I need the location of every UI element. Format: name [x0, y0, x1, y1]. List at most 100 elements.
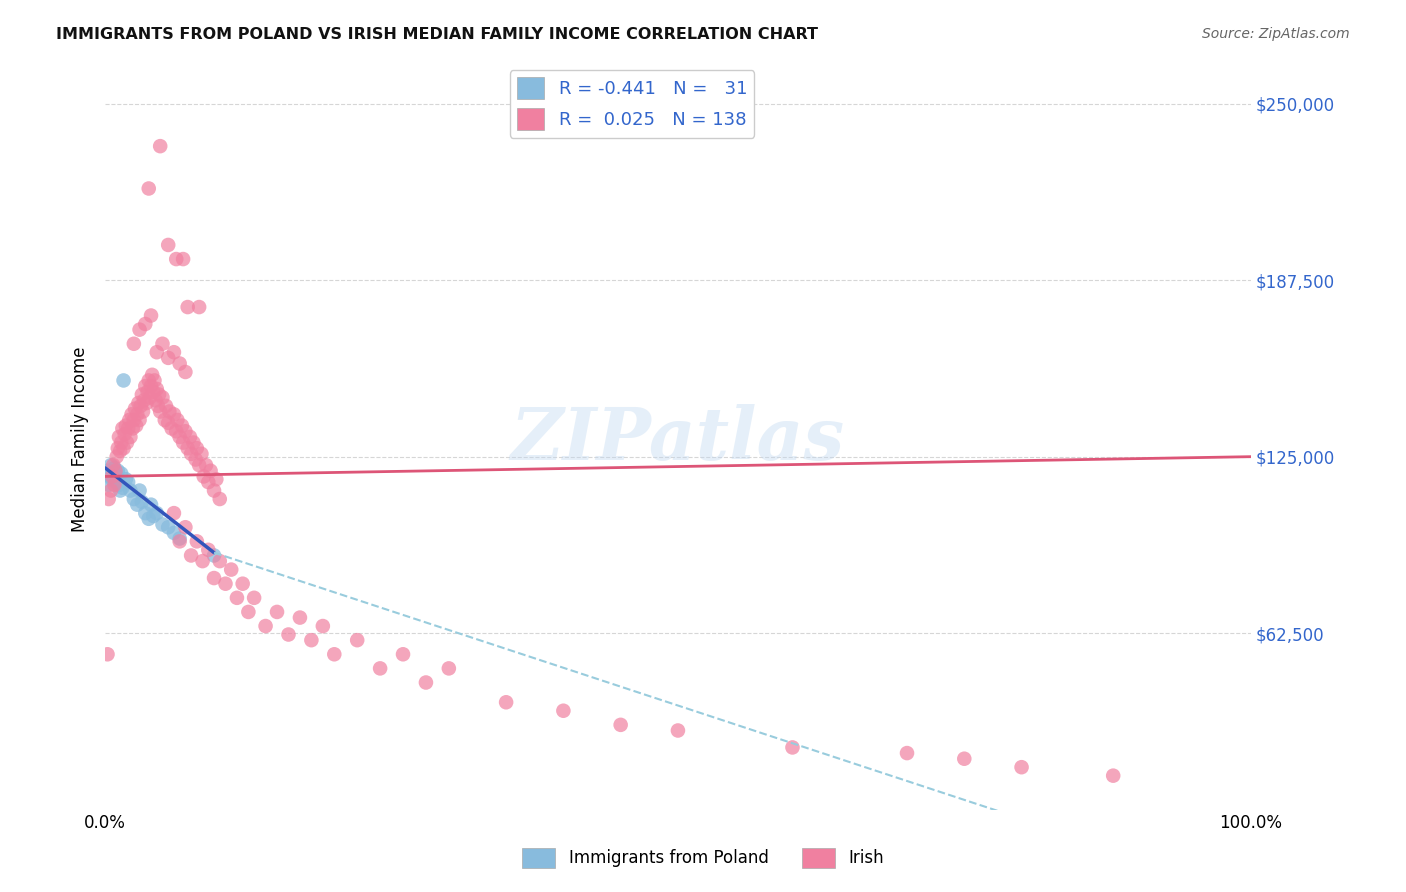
Point: [392, 647, 415, 661]
Point: [122, 336, 145, 351]
Point: [195, 458, 218, 472]
Point: [208, 491, 231, 506]
Point: [122, 491, 145, 506]
Point: [191, 554, 214, 568]
Point: [157, 520, 180, 534]
Point: [111, 481, 134, 495]
Point: [176, 300, 198, 314]
Point: [142, 384, 165, 399]
Point: [299, 633, 322, 648]
Point: [121, 421, 143, 435]
Point: [609, 718, 631, 732]
Point: [148, 387, 170, 401]
Point: [96, 647, 118, 661]
Point: [1102, 769, 1125, 783]
Point: [114, 472, 136, 486]
Point: [128, 483, 150, 498]
Point: [145, 506, 167, 520]
Point: [169, 430, 191, 444]
Point: [202, 549, 225, 563]
Point: [183, 435, 205, 450]
Point: [149, 404, 172, 418]
Point: [127, 498, 149, 512]
Point: [97, 478, 120, 492]
Point: [110, 467, 132, 481]
Point: [238, 605, 260, 619]
Point: [170, 418, 193, 433]
Point: [155, 399, 177, 413]
Point: [288, 610, 311, 624]
Point: [157, 238, 180, 252]
Point: [232, 576, 254, 591]
Point: [139, 498, 162, 512]
Point: [180, 549, 202, 563]
Point: [105, 450, 128, 464]
Point: [165, 252, 187, 266]
Point: [157, 416, 180, 430]
Point: [127, 407, 149, 421]
Point: [214, 576, 236, 591]
Point: [128, 323, 150, 337]
Point: [226, 591, 249, 605]
Legend: R = -0.441   N =   31, R =  0.025   N = 138: R = -0.441 N = 31, R = 0.025 N = 138: [510, 70, 755, 137]
Point: [128, 413, 150, 427]
Point: [138, 374, 160, 388]
Point: [134, 317, 156, 331]
Point: [120, 430, 142, 444]
Point: [115, 435, 138, 450]
Point: [108, 478, 131, 492]
Point: [107, 464, 129, 478]
Point: [145, 393, 167, 408]
Point: [104, 475, 127, 489]
Point: [141, 368, 163, 382]
Point: [107, 441, 129, 455]
Point: [174, 365, 197, 379]
Point: [134, 379, 156, 393]
Point: [172, 252, 194, 266]
Point: [134, 393, 156, 408]
Point: [165, 424, 187, 438]
Point: [120, 483, 142, 498]
Point: [117, 421, 139, 435]
Point: [243, 591, 266, 605]
Point: [186, 534, 208, 549]
Point: [111, 421, 134, 435]
Point: [103, 467, 125, 481]
Point: [415, 675, 437, 690]
Point: [125, 418, 148, 433]
Point: [153, 413, 176, 427]
Point: [174, 520, 197, 534]
Point: [219, 563, 242, 577]
Point: [103, 478, 125, 492]
Point: [112, 374, 135, 388]
Point: [139, 379, 162, 393]
Point: [266, 605, 288, 619]
Point: [139, 391, 162, 405]
Point: [277, 627, 299, 641]
Point: [112, 441, 135, 455]
Point: [124, 401, 146, 416]
Point: [103, 461, 125, 475]
Point: [1011, 760, 1033, 774]
Point: [157, 404, 180, 418]
Text: IMMIGRANTS FROM POLAND VS IRISH MEDIAN FAMILY INCOME CORRELATION CHART: IMMIGRANTS FROM POLAND VS IRISH MEDIAN F…: [56, 27, 818, 42]
Point: [104, 464, 127, 478]
Point: [114, 418, 136, 433]
Point: [132, 404, 155, 418]
Point: [127, 396, 149, 410]
Point: [122, 413, 145, 427]
Point: [190, 447, 212, 461]
Point: [131, 387, 153, 401]
Point: [101, 469, 124, 483]
Point: [163, 407, 186, 421]
Point: [108, 444, 131, 458]
Point: [200, 464, 222, 478]
Point: [188, 300, 211, 314]
Y-axis label: Median Family Income: Median Family Income: [72, 346, 89, 532]
Point: [180, 447, 202, 461]
Point: [121, 407, 143, 421]
Point: [152, 391, 174, 405]
Point: [666, 723, 689, 738]
Point: [184, 452, 207, 467]
Point: [782, 740, 804, 755]
